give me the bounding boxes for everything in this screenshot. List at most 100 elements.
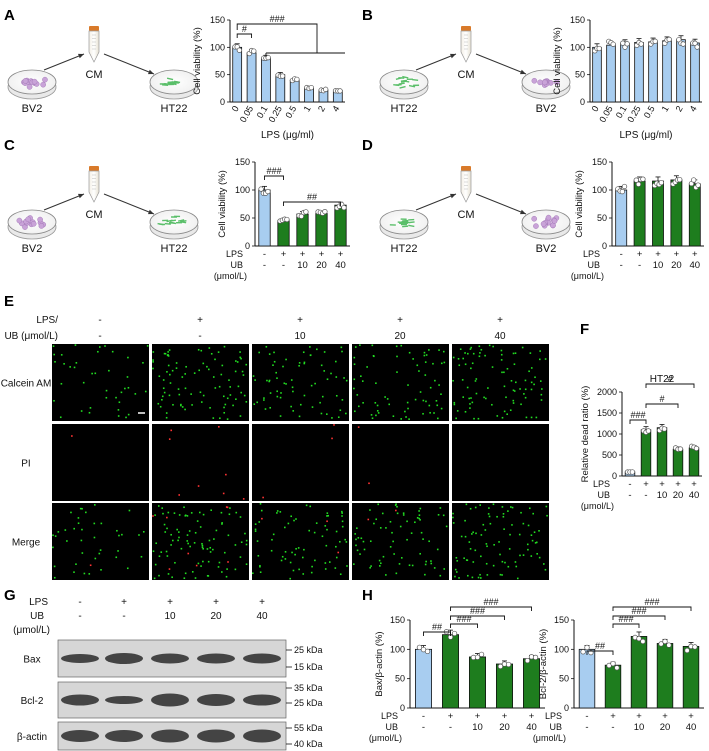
green-cell <box>514 352 517 355</box>
green-cell <box>242 374 245 376</box>
green-cell <box>375 518 378 521</box>
green-cell <box>527 524 530 527</box>
green-cell <box>228 513 231 516</box>
green-cell <box>268 379 271 382</box>
green-cell <box>166 527 168 530</box>
data-point <box>451 630 458 637</box>
green-cell <box>162 379 165 381</box>
schema-source-dish-cell <box>398 82 405 85</box>
green-cell <box>501 371 503 374</box>
green-cell <box>339 409 342 412</box>
green-cell <box>398 563 401 565</box>
green-cell <box>356 394 359 396</box>
ub-sign: 20 <box>499 722 510 733</box>
green-cell <box>63 363 65 365</box>
green-cell <box>201 542 203 545</box>
green-cell <box>226 568 228 570</box>
green-cell <box>256 401 259 404</box>
green-cell <box>91 372 93 375</box>
green-cell <box>253 403 256 405</box>
green-cell <box>276 395 279 398</box>
micro-image <box>252 424 349 501</box>
schema-tube-body <box>88 30 100 63</box>
green-cell <box>83 572 86 575</box>
data-point <box>693 445 700 452</box>
green-cell <box>330 372 332 375</box>
green-cell <box>228 379 230 381</box>
green-cell <box>505 396 507 399</box>
data-point <box>694 44 700 50</box>
data-point <box>580 649 586 655</box>
schema-target-dish-rim <box>149 209 199 235</box>
green-cell <box>100 522 103 525</box>
x-axis-label: LPS (μg/ml) <box>261 130 314 141</box>
green-cell <box>229 394 232 396</box>
green-cell <box>419 519 421 521</box>
green-cell <box>503 410 506 413</box>
green-cell <box>503 385 506 388</box>
data-point <box>279 73 286 79</box>
lps-sign: - <box>422 711 425 722</box>
sig-bracket <box>645 383 695 388</box>
green-cell <box>115 556 118 559</box>
green-cell <box>377 503 380 506</box>
green-cell <box>284 558 287 560</box>
green-cell <box>425 354 428 356</box>
green-cell <box>454 568 457 571</box>
green-cell <box>530 534 533 537</box>
green-cell <box>513 363 516 366</box>
bar-5 <box>662 40 672 103</box>
schema-source-dish <box>7 209 57 240</box>
green-cell <box>524 388 527 391</box>
schema-source-dish <box>379 209 429 240</box>
schema-target-label: HT22 <box>161 243 188 255</box>
green-cell <box>111 350 114 353</box>
green-cell <box>432 362 434 365</box>
sig-label: ## <box>307 192 317 202</box>
green-cell <box>428 349 430 351</box>
green-cell <box>60 354 63 356</box>
green-cell <box>419 507 422 510</box>
schema-source-dish-cell <box>30 220 37 227</box>
y-tick-label: 150 <box>210 15 225 25</box>
green-cell <box>175 367 178 369</box>
data-point <box>284 216 290 223</box>
green-cell <box>458 577 460 579</box>
red-cell <box>225 473 227 476</box>
green-cell <box>168 349 171 351</box>
green-cell <box>456 560 459 562</box>
data-point <box>341 204 347 211</box>
y-tick-label: 100 <box>210 42 225 52</box>
green-cell <box>533 531 536 534</box>
ub-sign: 10 <box>653 260 664 271</box>
lps-sign: + <box>662 711 668 722</box>
schema-tube-body <box>460 170 472 203</box>
green-cell <box>523 393 525 395</box>
green-cell <box>410 532 413 534</box>
green-cell <box>478 345 481 348</box>
green-cell <box>341 525 344 528</box>
green-cell <box>223 411 226 414</box>
green-cell <box>340 346 343 349</box>
red-cell <box>218 426 220 428</box>
green-cell <box>232 404 234 407</box>
micro-image <box>152 344 249 421</box>
data-point <box>424 648 431 655</box>
green-cell <box>223 345 226 348</box>
y-tick-label: 1000 <box>597 429 617 439</box>
green-cell <box>240 541 243 544</box>
y-tick-label: 0 <box>580 97 585 107</box>
schema-source-dish-cell <box>38 223 45 229</box>
green-cell <box>326 378 329 381</box>
green-cell <box>404 410 406 413</box>
green-cell <box>440 393 442 396</box>
green-cell <box>321 395 324 398</box>
green-cell <box>526 543 529 546</box>
green-cell <box>408 351 411 354</box>
data-point <box>636 635 642 642</box>
green-cell <box>263 397 265 399</box>
schema-target-dish-cell <box>167 81 174 84</box>
green-cell <box>400 418 402 420</box>
green-cell <box>436 548 439 551</box>
green-cell <box>361 380 364 382</box>
